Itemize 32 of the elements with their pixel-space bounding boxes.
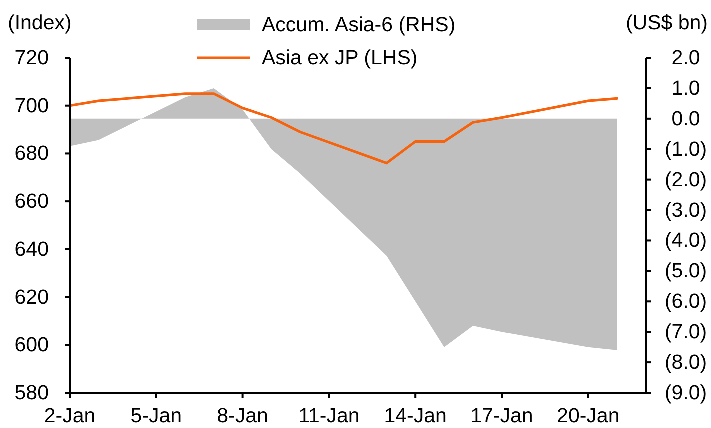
y2-tick-label: (5.0) (664, 260, 708, 283)
y2-tick-label: 2.0 (672, 46, 700, 70)
y2-axis-title: (US$ bn) (626, 12, 708, 34)
x-tick-label: 20-Jan (557, 404, 620, 428)
line-series (68, 92, 618, 165)
x-tick-label: 11-Jan (298, 404, 360, 428)
y2-tick-label: 1.0 (672, 76, 700, 100)
y2-tick-label: (9.0) (664, 382, 708, 404)
y-tick-label: 680 (14, 142, 49, 166)
y-axis-title: (Index) (8, 12, 72, 34)
legend-label: Asia ex JP (LHS) (262, 46, 418, 70)
y2-tick-label: 0.0 (672, 107, 700, 130)
y-tick-label: 720 (14, 46, 49, 70)
y-tick-label: 600 (14, 334, 49, 357)
x-tick-label: 5-Jan (130, 404, 182, 428)
y2-tick-label: (2.0) (664, 168, 708, 192)
legend-label: Accum. Asia-6 (RHS) (262, 14, 456, 36)
y2-tick-label: (7.0) (664, 320, 708, 344)
y-tick-label: 700 (14, 94, 49, 118)
x-tick-label: 17-Jan (470, 404, 534, 428)
y-tick-label: 640 (14, 238, 49, 261)
y-tick-label: 620 (14, 286, 49, 309)
y2-tick-label: (8.0) (664, 351, 708, 374)
y2-tick-label: (1.0) (664, 138, 708, 161)
y2-tick-label: (3.0) (664, 198, 708, 222)
x-tick-label: 14-Jan (384, 404, 447, 428)
y-tick-label: 660 (14, 190, 49, 214)
x-tick-label: 2-Jan (44, 404, 96, 428)
y2-tick-label: (6.0) (664, 290, 708, 314)
y2-tick-label: (4.0) (664, 229, 708, 252)
x-tick-label: 8-Jan (217, 404, 268, 428)
y-tick-label: 580 (14, 382, 49, 404)
